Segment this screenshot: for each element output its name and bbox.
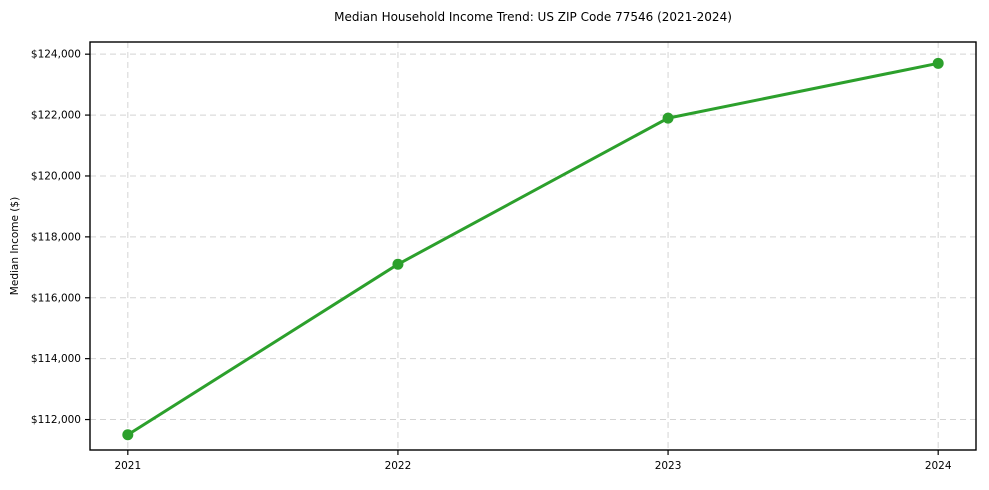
y-tick-label: $114,000 — [31, 353, 81, 365]
y-tick-label: $116,000 — [31, 292, 81, 304]
x-tick-label: 2021 — [114, 460, 141, 472]
x-tick-label: 2023 — [655, 460, 682, 472]
chart-title: Median Household Income Trend: US ZIP Co… — [334, 10, 732, 24]
y-tick-label: $122,000 — [31, 110, 81, 122]
data-point-marker — [662, 112, 674, 124]
y-tick-label: $112,000 — [31, 414, 81, 426]
x-tick-label: 2022 — [385, 460, 412, 472]
plot-border — [89, 41, 977, 451]
data-point-marker — [932, 57, 944, 69]
y-tick-label: $120,000 — [31, 170, 81, 182]
y-tick-label: $118,000 — [31, 231, 81, 243]
data-point-marker — [392, 258, 404, 270]
x-tick-label: 2024 — [925, 460, 952, 472]
data-point-marker — [122, 429, 134, 441]
data-line — [126, 61, 940, 437]
y-tick-label: $124,000 — [31, 49, 81, 61]
